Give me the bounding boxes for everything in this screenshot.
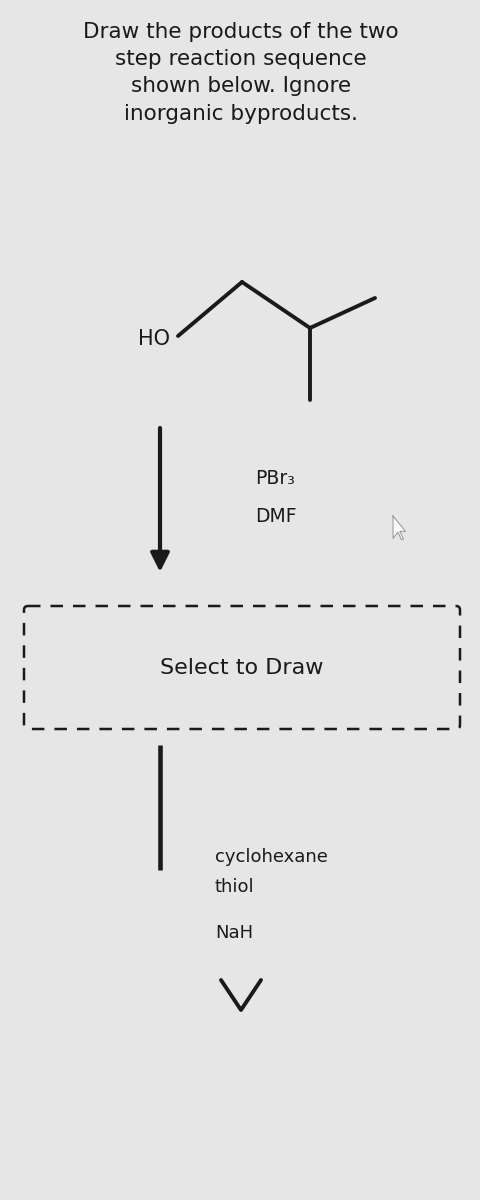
Text: cyclohexane: cyclohexane	[215, 848, 327, 866]
Text: NaH: NaH	[215, 924, 252, 942]
Text: DMF: DMF	[254, 506, 296, 526]
Text: thiol: thiol	[215, 878, 254, 896]
Text: Select to Draw: Select to Draw	[160, 658, 323, 678]
Text: Draw the products of the two
step reaction sequence
shown below. Ignore
inorgani: Draw the products of the two step reacti…	[83, 22, 398, 124]
Text: HO: HO	[138, 329, 169, 349]
Text: PBr₃: PBr₃	[254, 468, 294, 487]
Polygon shape	[392, 516, 405, 540]
